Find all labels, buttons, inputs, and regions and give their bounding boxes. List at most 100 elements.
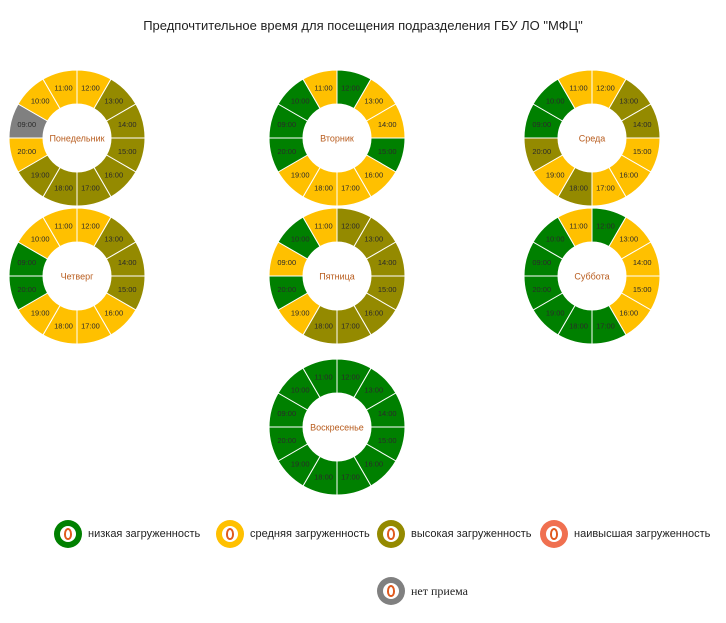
slice-label: 15:00 <box>378 147 397 156</box>
slice-label: 20:00 <box>277 147 296 156</box>
donut-slice <box>557 207 593 248</box>
slice-label: 16:00 <box>364 170 383 179</box>
slice-label: 15:00 <box>378 285 397 294</box>
slice-label: 18:00 <box>54 322 73 331</box>
slice-label: 12:00 <box>596 221 615 230</box>
slice-label: 19:00 <box>31 308 50 317</box>
slice-label: 12:00 <box>596 83 615 92</box>
slice-label: 13:00 <box>364 235 383 244</box>
day-label: Понедельник <box>49 134 104 144</box>
slice-label: 10:00 <box>546 235 565 244</box>
slice-label: 16:00 <box>364 459 383 468</box>
slice-label: 17:00 <box>341 322 360 331</box>
slice-label: 20:00 <box>17 285 36 294</box>
slice-label: 18:00 <box>314 184 333 193</box>
slice-label: 14:00 <box>378 409 397 418</box>
slice-label: 13:00 <box>104 235 123 244</box>
donut-7: 12:00 13:00 14:00 15:00 16:00 17:00 18:00 19:00… <box>268 358 406 496</box>
slice-label: 13:00 <box>619 235 638 244</box>
slice-label: 09:00 <box>17 120 36 129</box>
legend-swatch-high <box>377 520 405 548</box>
slice-label: 20:00 <box>277 285 296 294</box>
legend-swatch-highest <box>540 520 568 548</box>
legend-swatch-closed <box>377 577 405 605</box>
legend-label-low: низкая загруженность <box>88 528 201 540</box>
slice-label: 17:00 <box>596 322 615 331</box>
slice-label: 10:00 <box>291 235 310 244</box>
day-label: Воскресенье <box>310 423 364 433</box>
slice-label: 12:00 <box>81 83 100 92</box>
slice-label: 19:00 <box>546 308 565 317</box>
legend-item-high: высокая загруженность <box>377 518 531 550</box>
slice-label: 09:00 <box>532 258 551 267</box>
slice-label: 12:00 <box>341 221 360 230</box>
day-label: Суббота <box>574 272 609 282</box>
legend-label-medium: средняя загруженность <box>250 528 370 540</box>
slice-label: 16:00 <box>619 170 638 179</box>
slice-label: 09:00 <box>277 120 296 129</box>
slice-label: 19:00 <box>291 308 310 317</box>
donut-slice <box>302 207 338 248</box>
slice-label: 18:00 <box>314 473 333 482</box>
donut-slice <box>42 69 78 110</box>
legend-item-highest: наивысшая загруженность <box>540 518 710 550</box>
slice-label: 11:00 <box>314 221 332 230</box>
mfc-logo-icon <box>226 528 234 540</box>
slice-label: 13:00 <box>104 97 123 106</box>
slice-label: 15:00 <box>633 147 652 156</box>
slice-label: 12:00 <box>81 221 100 230</box>
mfc-logo-icon <box>387 585 395 597</box>
slice-label: 10:00 <box>31 97 50 106</box>
slice-label: 16:00 <box>104 308 123 317</box>
slice-label: 17:00 <box>81 184 100 193</box>
slice-label: 18:00 <box>314 322 333 331</box>
legend-item-medium: средняя загруженность <box>216 518 370 550</box>
donut-2: 12:00 13:00 14:00 15:00 16:00 17:00 18:00 19:00… <box>268 69 406 207</box>
slice-label: 09:00 <box>277 409 296 418</box>
slice-label: 14:00 <box>633 258 652 267</box>
slice-label: 15:00 <box>378 436 397 445</box>
donut-slice <box>42 207 78 248</box>
donut-3: 12:00 13:00 14:00 15:00 16:00 17:00 18:00 19:00… <box>523 69 661 207</box>
slice-label: 09:00 <box>532 120 551 129</box>
day-label: Среда <box>579 134 606 144</box>
slice-label: 20:00 <box>277 436 296 445</box>
day-label: Четверг <box>61 272 95 282</box>
donut-5: 12:00 13:00 14:00 15:00 16:00 17:00 18:00 19:00… <box>268 207 406 345</box>
slice-label: 20:00 <box>17 147 36 156</box>
slice-label: 11:00 <box>314 83 332 92</box>
legend-label-highest: наивысшая загруженность <box>574 528 711 540</box>
slice-label: 09:00 <box>17 258 36 267</box>
slice-label: 14:00 <box>118 258 137 267</box>
slice-label: 14:00 <box>633 120 652 129</box>
slice-label: 11:00 <box>314 372 332 381</box>
legend-item-low: низкая загруженность <box>54 518 200 550</box>
slice-label: 16:00 <box>619 308 638 317</box>
legend-label-closed: нет приема <box>411 583 468 598</box>
slice-label: 10:00 <box>291 97 310 106</box>
slice-label: 13:00 <box>364 97 383 106</box>
slice-label: 15:00 <box>118 147 137 156</box>
slice-label: 10:00 <box>291 386 310 395</box>
slice-label: 11:00 <box>54 83 72 92</box>
slice-label: 19:00 <box>291 170 310 179</box>
slice-label: 12:00 <box>341 83 360 92</box>
slice-label: 17:00 <box>341 473 360 482</box>
slice-label: 15:00 <box>118 285 137 294</box>
slice-label: 14:00 <box>378 258 397 267</box>
slice-label: 12:00 <box>341 372 360 381</box>
donut-slice <box>302 69 338 110</box>
legend-swatch-medium <box>216 520 244 548</box>
day-label: Пятница <box>319 272 355 282</box>
donut-6: 12:00 13:00 14:00 15:00 16:00 17:00 18:00 19:00… <box>523 207 661 345</box>
donut-slice <box>557 69 593 110</box>
slice-label: 15:00 <box>633 285 652 294</box>
slice-label: 16:00 <box>104 170 123 179</box>
slice-label: 09:00 <box>277 258 296 267</box>
legend-label-high: высокая загруженность <box>411 528 532 540</box>
slice-label: 13:00 <box>364 386 383 395</box>
slice-label: 11:00 <box>569 221 587 230</box>
mfc-logo-icon <box>64 528 72 540</box>
day-label: Вторник <box>320 134 354 144</box>
slice-label: 20:00 <box>532 285 551 294</box>
